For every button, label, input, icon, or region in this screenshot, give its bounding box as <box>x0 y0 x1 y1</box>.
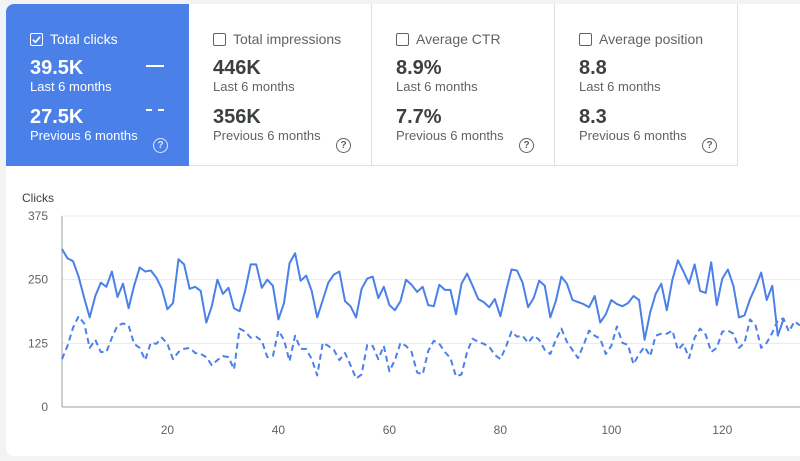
metric-previous-value: 27.5K <box>30 106 84 128</box>
metric-total-impressions[interactable]: Total impressions 446K Last 6 months 356… <box>189 4 372 166</box>
metric-current-period: Last 6 months <box>579 79 661 94</box>
metric-header: Average CTR <box>396 30 554 48</box>
metric-previous-value: 8.3 <box>579 106 607 128</box>
metric-current-period: Last 6 months <box>213 79 295 94</box>
metric-tabs: Total clicks 39.5K Last 6 months 27.5K P… <box>6 4 738 166</box>
metric-title: Total impressions <box>233 31 342 47</box>
previous-period-line <box>61 315 800 380</box>
metric-current-value: 8.9% <box>396 57 442 79</box>
help-icon[interactable]: ? <box>702 138 717 153</box>
metric-average-position[interactable]: Average position 8.8 Last 6 months 8.3 P… <box>555 4 738 166</box>
metric-current-value: 446K <box>213 57 261 79</box>
metric-header: Total impressions <box>213 30 371 48</box>
y-tick-label: 375 <box>28 209 48 223</box>
checkbox-icon[interactable] <box>579 32 592 46</box>
x-tick-label: 20 <box>161 423 175 437</box>
y-tick-label: 125 <box>28 336 48 350</box>
metric-previous-value: 7.7% <box>396 106 442 128</box>
y-axis-label: Clicks <box>22 191 54 205</box>
current-period-line <box>61 248 785 341</box>
metric-title: Average CTR <box>416 31 501 47</box>
x-tick-label: 80 <box>494 423 508 437</box>
metric-previous-period: Previous 6 months <box>30 128 138 143</box>
metric-current-period: Last 6 months <box>396 79 478 94</box>
metric-previous-period: Previous 6 months <box>213 128 321 143</box>
metric-current-value: 39.5K <box>30 57 84 79</box>
help-icon[interactable]: ? <box>336 138 351 153</box>
checkbox-icon[interactable] <box>396 32 409 46</box>
metric-previous-value: 356K <box>213 106 261 128</box>
x-tick-label: 100 <box>601 423 621 437</box>
metric-previous-period: Previous 6 months <box>396 128 504 143</box>
checkbox-icon[interactable] <box>213 32 226 46</box>
x-tick-label: 40 <box>272 423 286 437</box>
x-tick-label: 60 <box>383 423 397 437</box>
x-tick-label: 120 <box>712 423 732 437</box>
metric-title: Total clicks <box>50 31 118 47</box>
metric-header: Average position <box>579 30 737 48</box>
dashed-line-legend-icon <box>146 109 164 111</box>
metric-previous-period: Previous 6 months <box>579 128 687 143</box>
metric-average-ctr[interactable]: Average CTR 8.9% Last 6 months 7.7% Prev… <box>372 4 555 166</box>
metric-current-value: 8.8 <box>579 57 607 79</box>
help-icon[interactable]: ? <box>519 138 534 153</box>
metric-current-period: Last 6 months <box>30 79 112 94</box>
metric-header: Total clicks <box>30 30 188 48</box>
y-tick-label: 0 <box>41 400 48 414</box>
metric-total-clicks[interactable]: Total clicks 39.5K Last 6 months 27.5K P… <box>6 4 189 166</box>
metric-title: Average position <box>599 31 704 47</box>
help-icon[interactable]: ? <box>153 138 168 153</box>
checkbox-icon[interactable] <box>30 32 43 46</box>
solid-line-legend-icon <box>146 65 164 67</box>
y-tick-label: 250 <box>28 273 48 287</box>
